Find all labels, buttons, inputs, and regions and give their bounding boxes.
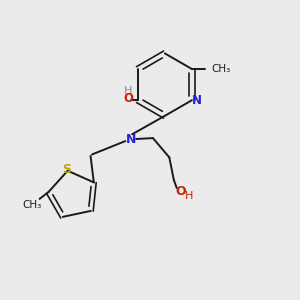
Text: CH₃: CH₃ — [22, 200, 42, 210]
Text: CH₃: CH₃ — [211, 64, 230, 74]
Text: O: O — [175, 185, 186, 198]
Text: N: N — [125, 133, 136, 146]
Text: H: H — [124, 86, 132, 96]
Text: H: H — [185, 191, 194, 201]
Text: N: N — [192, 94, 202, 107]
Text: O: O — [123, 92, 133, 105]
Text: S: S — [62, 163, 71, 176]
